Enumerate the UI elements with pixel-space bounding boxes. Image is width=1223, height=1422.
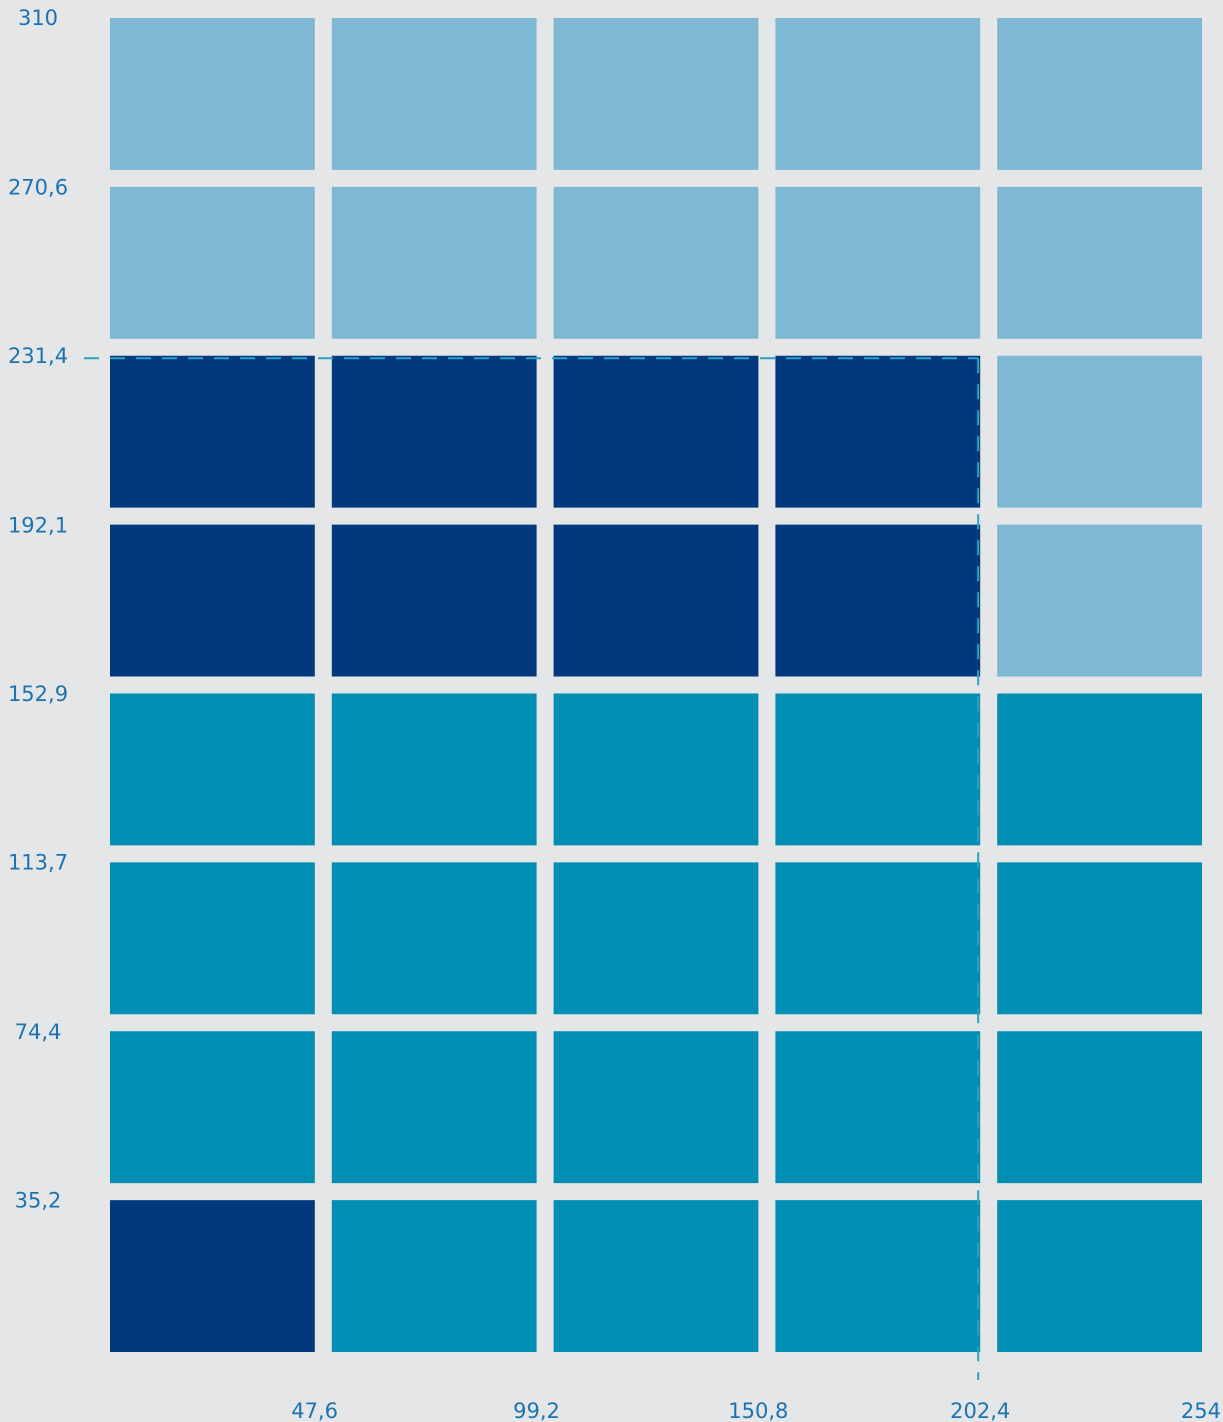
heatmap-cell-r4-c3: [775, 693, 981, 846]
y-tick-label: 113,7: [8, 851, 68, 875]
cell-grid: [110, 18, 1202, 1353]
heatmap-cell-r6-c0: [110, 1031, 315, 1184]
y-axis-ticks: 35,2 74,4 113,7 152,9 192,1 231,4 270,6 310: [8, 6, 68, 1213]
heatmap-cell-r4-c4: [997, 693, 1202, 846]
y-tick-label: 270,6: [8, 176, 68, 200]
x-tick-label: 202,4: [950, 1399, 1010, 1422]
heatmap-cell-r0-c3: [775, 18, 981, 170]
heatmap-cell-r1-c3: [775, 186, 981, 339]
heatmap-cell-r2-c0: [110, 355, 315, 508]
heatmap-cell-r4-c1: [331, 693, 537, 846]
heatmap-cell-r1-c1: [331, 186, 537, 339]
heatmap-cell-r6-c2: [553, 1031, 759, 1184]
heatmap-cell-r0-c0: [110, 18, 315, 170]
heatmap-cell-r1-c4: [997, 186, 1202, 339]
heatmap-cell-r0-c2: [553, 18, 759, 170]
heatmap-cell-r2-c4: [997, 355, 1202, 508]
heatmap-cell-r0-c4: [997, 18, 1202, 170]
heatmap-cell-r6-c1: [331, 1031, 537, 1184]
heatmap-cell-r2-c1: [331, 355, 537, 508]
heatmap-cell-r5-c4: [997, 862, 1202, 1015]
y-tick-label: 310: [18, 6, 58, 30]
heatmap-cell-r7-c2: [553, 1200, 759, 1353]
x-axis-ticks: 47,6 99,2 150,8 202,4 254: [291, 1399, 1221, 1422]
heatmap-cell-r2-c2: [553, 355, 759, 508]
x-tick-label: 99,2: [513, 1399, 560, 1422]
heatmap-cell-r4-c2: [553, 693, 759, 846]
heatmap-cell-r5-c0: [110, 862, 315, 1015]
heatmap-cell-r0-c1: [331, 18, 537, 170]
y-tick-label: 231,4: [8, 344, 68, 368]
x-tick-label: 254: [1181, 1399, 1221, 1422]
y-tick-label: 74,4: [15, 1020, 62, 1044]
heatmap-cell-r5-c2: [553, 862, 759, 1015]
heatmap-cell-r2-c3: [775, 355, 981, 508]
heatmap-cell-r4-c0: [110, 693, 315, 846]
heatmap-cell-r7-c0: [110, 1200, 315, 1353]
heatmap-cell-r7-c1: [331, 1200, 537, 1353]
heatmap-cell-r3-c3: [775, 524, 981, 677]
x-tick-label: 150,8: [728, 1399, 788, 1422]
heatmap-cell-r1-c0: [110, 186, 315, 339]
guide-lines: [84, 357, 980, 1380]
heatmap-cell-r1-c2: [553, 186, 759, 339]
heatmap-cell-r3-c4: [997, 524, 1202, 677]
x-tick-label: 47,6: [291, 1399, 338, 1422]
heatmap-cell-r6-c3: [775, 1031, 981, 1184]
heatmap-cell-r6-c4: [997, 1031, 1202, 1184]
heatmap-cell-r7-c4: [997, 1200, 1202, 1353]
y-tick-label: 35,2: [15, 1189, 62, 1213]
y-tick-label: 152,9: [8, 682, 68, 706]
heatmap-cell-r3-c2: [553, 524, 759, 677]
heatmap-cell-r5-c1: [331, 862, 537, 1015]
y-tick-label: 192,1: [8, 513, 68, 537]
heatmap-cell-r3-c0: [110, 524, 315, 677]
heatmap-cell-r7-c3: [775, 1200, 981, 1353]
heatmap-cell-r3-c1: [331, 524, 537, 677]
heatmap-cell-r5-c3: [775, 862, 981, 1015]
